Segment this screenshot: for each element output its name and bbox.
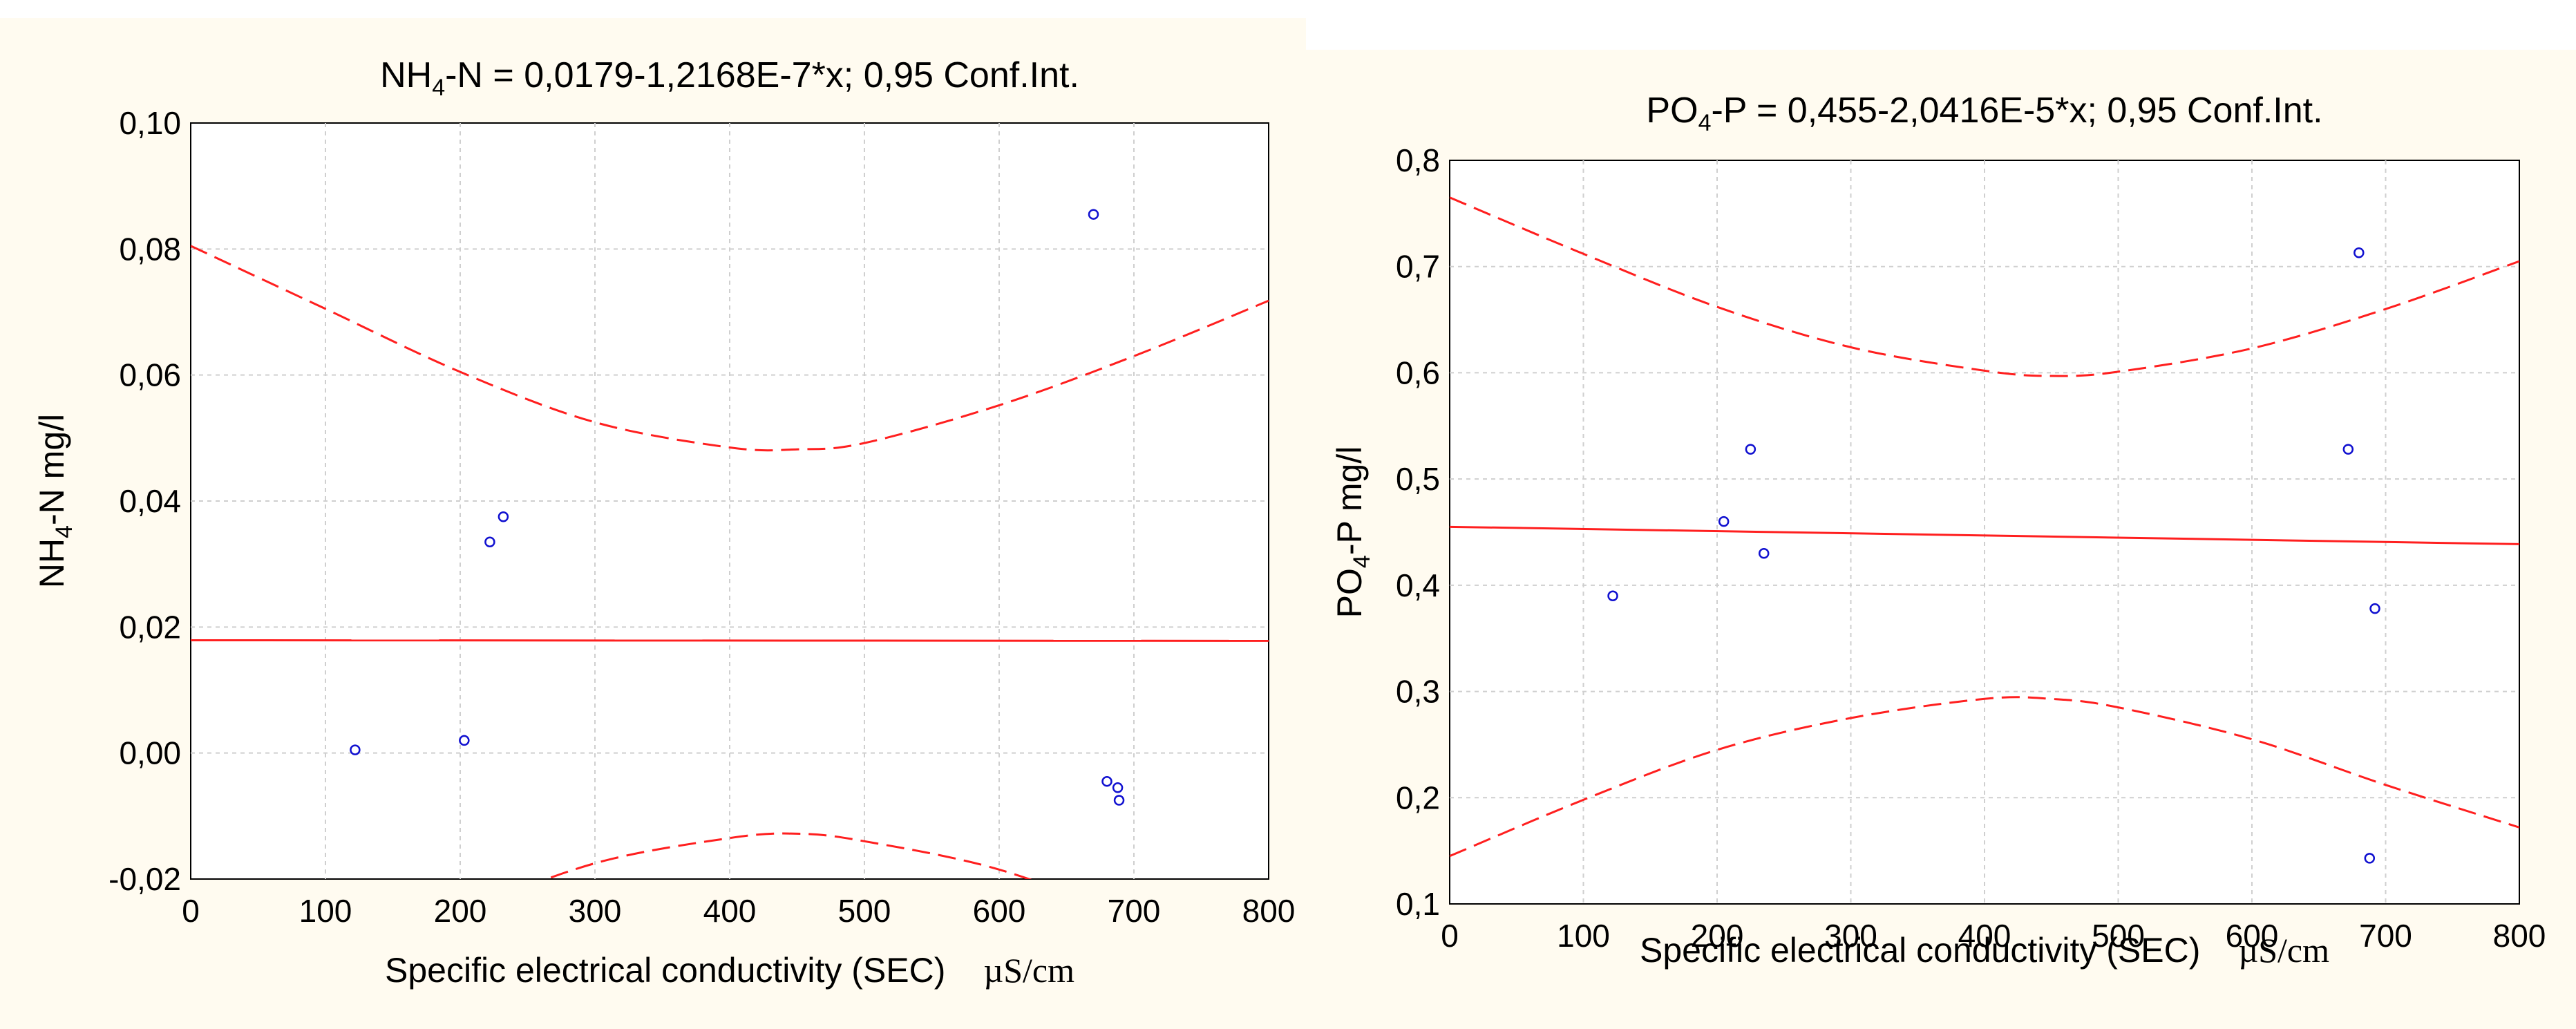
chart-1-x-tick-label: 200: [1691, 918, 1744, 954]
chart-0-x-tick-label: 100: [299, 893, 352, 929]
chart-0-data-point: [350, 744, 361, 755]
chart-0-x-tick-label: 400: [703, 893, 757, 929]
chart-0-y-tick-label: -0,02: [108, 861, 181, 897]
chart-1-fit-line: [1450, 525, 2519, 545]
chart-0-title: NH4-N = 0,0179-1,2168E-7*x; 0,95 Conf.In…: [380, 55, 1079, 101]
chart-0-y-tick-label: 0,10: [119, 105, 181, 141]
chart-1-y-axis-label-prefix: PO: [1330, 568, 1369, 618]
chart-0-data-point: [459, 735, 470, 746]
chart-0-x-axis-unit: µS/cm: [983, 951, 1074, 990]
chart-0-title-subscript: 4: [432, 75, 445, 101]
chart-0-y-tick-label: 0,02: [119, 609, 181, 645]
chart-1-y-axis-label-subscript: 4: [1349, 555, 1375, 568]
nh4-chart: 0 100 200 300 400 500 600 700 800 -0,02 0,00 0,02 0,…: [32, 55, 1296, 990]
chart-1-data-point: [2369, 603, 2380, 614]
chart-0-y-axis-label-prefix: NH: [32, 538, 71, 588]
po4-chart: 0 100 200 300 400 500 600 700 800 0,1 0,2 0,3 0,4 0,5…: [1330, 91, 2546, 970]
chart-1-data-point: [1745, 444, 1756, 455]
chart-0-data-point: [1113, 795, 1125, 806]
chart-0-data-point: [484, 536, 495, 548]
chart-1-x-axis-label: Specific electrical conductivity (SEC) µS…: [1640, 931, 2329, 970]
chart-1-y-tick-label: 0,8: [1396, 142, 1440, 178]
chart-0-y-axis-label-subscript: 4: [51, 525, 77, 538]
chart-0-x-tick-label: 200: [434, 893, 487, 929]
chart-0-y-tick-label: 0,04: [119, 483, 181, 519]
chart-1-y-tick-label: 0,3: [1396, 674, 1440, 710]
chart-1-plot-area: [1449, 160, 2520, 905]
chart-1-data-point: [1758, 547, 1770, 559]
chart-1-x-tick-label: 800: [2493, 918, 2546, 954]
chart-0-x-tick-label: 300: [569, 893, 622, 929]
chart-0-fit-line: [191, 639, 1269, 642]
chart-1-x-axis-unit: µS/cm: [2238, 931, 2329, 970]
chart-1-title-suffix: -P = 0,455-2,0416E-5*x; 0,95 Conf.Int.: [1711, 91, 2322, 131]
chart-1-x-tick-label: 700: [2359, 918, 2412, 954]
nh4-chart-panel: 0 100 200 300 400 500 600 700 800 -0,02 0,00 0,02 0,…: [0, 18, 1306, 1029]
chart-1-y-tick-label: 0,2: [1396, 780, 1440, 815]
chart-0-y-axis-label-suffix: -N mg/l: [32, 414, 71, 525]
chart-1-ci-upper-line: [1450, 196, 2519, 377]
chart-1-x-tick-label: 600: [2226, 918, 2279, 954]
chart-0-x-tick-label: 600: [973, 893, 1026, 929]
chart-1-data-point: [1718, 516, 1730, 527]
chart-0-x-axis-label: Specific electrical conductivity (SEC) µS…: [385, 951, 1074, 990]
chart-0-x-tick-label: 800: [1242, 893, 1296, 929]
chart-0-y-tick-label: 0,00: [119, 735, 181, 771]
chart-1-y-tick-label: 0,5: [1396, 461, 1440, 497]
chart-1-y-tick-label: 0,1: [1396, 886, 1440, 922]
chart-0-title-prefix: NH: [380, 55, 432, 95]
chart-1-ci-lower-line: [1450, 696, 2519, 858]
chart-1-y-axis-label: PO4-P mg/l: [1330, 446, 1375, 619]
chart-1-x-tick-label: 500: [2092, 918, 2145, 954]
chart-0-x-tick-label: 500: [838, 893, 891, 929]
chart-1-data-point: [1607, 590, 1618, 601]
chart-1-x-tick-label: 100: [1557, 918, 1610, 954]
chart-1-data-point: [2342, 444, 2354, 455]
chart-0-data-point: [1112, 782, 1124, 793]
chart-1-x-tick-label: 300: [1824, 918, 1877, 954]
chart-0-series: [191, 209, 1269, 879]
chart-1-title: PO4-P = 0,455-2,0416E-5*x; 0,95 Conf.Int…: [1646, 91, 2322, 136]
chart-1-x-tick-label: 400: [1958, 918, 2011, 954]
chart-1-data-point: [2364, 853, 2376, 864]
chart-1-y-tick-label: 0,4: [1396, 567, 1440, 603]
chart-0-data-point: [498, 511, 509, 522]
chart-1-x-tick-label: 0: [1441, 918, 1459, 954]
po4-chart-panel: 0 100 200 300 400 500 600 700 800 0,1 0,2 0,3 0,4 0,5…: [1306, 50, 2576, 1029]
chart-1-y-axis-label-suffix: -P mg/l: [1330, 446, 1369, 555]
chart-0-y-axis-label: NH4-N mg/l: [32, 414, 77, 588]
chart-0-x-tick-label: 700: [1108, 893, 1161, 929]
chart-1-title-subscript: 4: [1698, 110, 1712, 136]
chart-1-y-tick-label: 0,6: [1396, 355, 1440, 390]
chart-1-series: [1450, 196, 2519, 864]
chart-0-y-tick-label: 0,06: [119, 357, 181, 393]
chart-0-y-tick-label: 0,08: [119, 231, 181, 267]
chart-1-data-point: [2354, 247, 2365, 258]
chart-0-x-tick-label: 0: [182, 893, 200, 929]
chart-0-x-axis-label-text: Specific electrical conductivity (SEC): [385, 951, 945, 990]
chart-1-y-tick-label: 0,7: [1396, 249, 1440, 285]
chart-0-data-point: [1101, 775, 1112, 787]
chart-1-title-prefix: PO: [1646, 91, 1698, 131]
chart-0-title-suffix: -N = 0,0179-1,2168E-7*x; 0,95 Conf.Int.: [445, 55, 1079, 95]
chart-0-data-point: [1088, 209, 1099, 220]
chart-1-x-axis-label-text: Specific electrical conductivity (SEC): [1640, 931, 2200, 970]
